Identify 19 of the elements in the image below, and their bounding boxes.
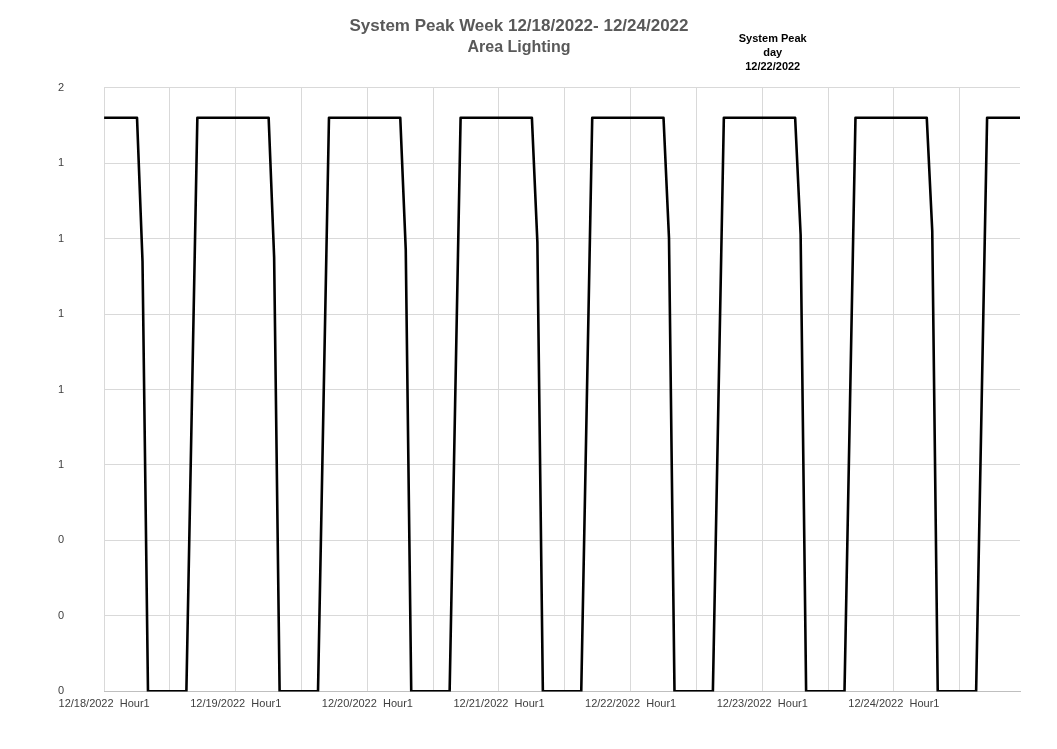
- y-tick-label: 0: [57, 684, 65, 697]
- x-tick-label: 12/18/2022 Hour1: [58, 697, 150, 710]
- y-tick-label: 1: [57, 307, 65, 320]
- x-tick-label: 12/21/2022 Hour1: [453, 697, 545, 710]
- y-tick-label: 2: [57, 80, 65, 93]
- x-tick-label: 12/19/2022 Hour1: [190, 697, 282, 710]
- y-tick-label: 0: [57, 533, 65, 546]
- y-tick-label: 1: [57, 231, 65, 244]
- x-tick-label: 12/22/2022 Hour1: [585, 697, 677, 710]
- x-tick-label: 12/23/2022 Hour1: [716, 697, 808, 710]
- x-tick-label: 12/24/2022 Hour1: [848, 697, 940, 710]
- y-tick-label: 1: [57, 458, 65, 471]
- text: System Peak day 12/22/2022: [738, 31, 808, 72]
- y-tick-label: 1: [57, 156, 65, 169]
- chart-title: System Peak Week 12/18/2022- 12/24/2022: [349, 15, 689, 35]
- y-tick-label: 1: [57, 382, 65, 395]
- x-tick-label: 12/20/2022 Hour1: [321, 697, 413, 710]
- chart-subtitle: Area Lighting: [467, 38, 571, 56]
- y-tick-label: 0: [57, 608, 65, 621]
